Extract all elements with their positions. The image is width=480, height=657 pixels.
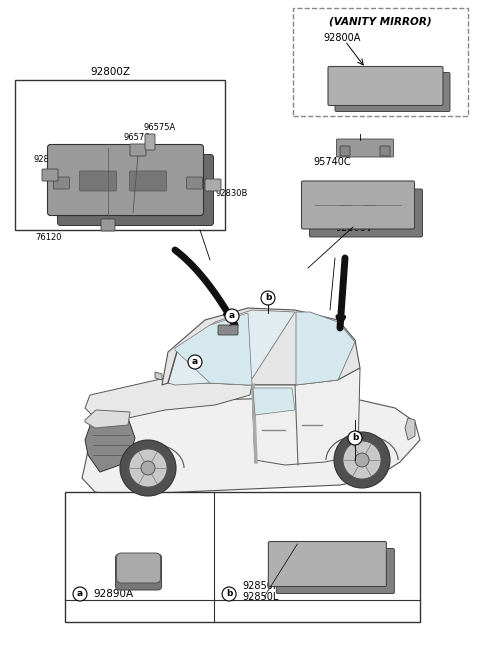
FancyBboxPatch shape: [380, 146, 390, 156]
FancyBboxPatch shape: [53, 177, 70, 189]
FancyBboxPatch shape: [310, 189, 422, 237]
FancyBboxPatch shape: [187, 177, 203, 189]
Text: b: b: [352, 434, 358, 443]
Circle shape: [343, 441, 381, 479]
Text: a: a: [229, 311, 235, 321]
FancyBboxPatch shape: [301, 181, 415, 229]
FancyBboxPatch shape: [15, 80, 225, 230]
FancyBboxPatch shape: [130, 144, 146, 156]
FancyBboxPatch shape: [130, 171, 167, 191]
FancyBboxPatch shape: [293, 8, 468, 116]
FancyBboxPatch shape: [336, 139, 394, 157]
FancyBboxPatch shape: [276, 549, 395, 593]
Polygon shape: [162, 308, 360, 385]
Text: a: a: [77, 589, 83, 599]
Polygon shape: [85, 418, 135, 472]
Polygon shape: [155, 372, 162, 380]
Text: 92830B: 92830B: [215, 189, 247, 198]
FancyBboxPatch shape: [101, 219, 115, 231]
Circle shape: [355, 453, 369, 467]
Text: b: b: [265, 294, 271, 302]
Polygon shape: [253, 388, 295, 415]
Circle shape: [348, 431, 362, 445]
FancyBboxPatch shape: [80, 171, 117, 191]
Text: 92890A: 92890A: [93, 589, 133, 599]
Circle shape: [188, 355, 202, 369]
Polygon shape: [175, 313, 252, 385]
Text: 96575A: 96575A: [143, 124, 175, 133]
Polygon shape: [85, 410, 130, 428]
Circle shape: [73, 587, 87, 601]
Polygon shape: [82, 397, 420, 498]
Text: 96576: 96576: [123, 133, 150, 141]
Polygon shape: [405, 418, 415, 440]
Text: 76120: 76120: [35, 233, 61, 242]
FancyBboxPatch shape: [205, 179, 221, 191]
FancyBboxPatch shape: [116, 554, 162, 590]
FancyBboxPatch shape: [48, 145, 204, 215]
FancyBboxPatch shape: [335, 72, 450, 112]
FancyBboxPatch shape: [117, 553, 160, 583]
Polygon shape: [168, 310, 295, 385]
FancyBboxPatch shape: [328, 66, 443, 106]
FancyBboxPatch shape: [145, 134, 155, 150]
Text: 92800A: 92800A: [323, 33, 360, 43]
Polygon shape: [296, 312, 355, 385]
Text: b: b: [226, 589, 232, 599]
FancyBboxPatch shape: [218, 325, 238, 335]
Text: a: a: [192, 357, 198, 367]
FancyBboxPatch shape: [268, 541, 386, 587]
Polygon shape: [85, 368, 255, 418]
Circle shape: [120, 440, 176, 496]
FancyBboxPatch shape: [58, 154, 214, 225]
Text: 92800Z: 92800Z: [90, 67, 130, 77]
Text: 92850R: 92850R: [242, 581, 280, 591]
FancyBboxPatch shape: [340, 146, 350, 156]
Text: 92815E: 92815E: [33, 156, 65, 164]
Text: 95740C: 95740C: [313, 157, 350, 167]
Circle shape: [225, 309, 239, 323]
FancyBboxPatch shape: [65, 492, 420, 622]
Polygon shape: [252, 368, 360, 465]
Text: (VANITY MIRROR): (VANITY MIRROR): [329, 17, 432, 27]
FancyBboxPatch shape: [42, 169, 58, 181]
Circle shape: [334, 432, 390, 488]
Text: 92850L: 92850L: [242, 592, 278, 602]
Text: 92800V: 92800V: [335, 223, 372, 233]
Circle shape: [261, 291, 275, 305]
Circle shape: [141, 461, 155, 475]
Circle shape: [129, 449, 167, 487]
Circle shape: [222, 587, 236, 601]
